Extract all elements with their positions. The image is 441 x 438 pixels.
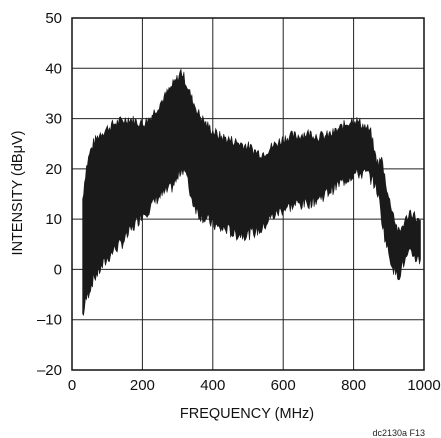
- x-tick-label: 1000: [407, 377, 440, 394]
- x-tick-label: 0: [68, 377, 76, 394]
- y-axis-title: INTENSITY (dBμV): [10, 131, 26, 256]
- y-axis-ticks: –20 –10 0 10 20 30 40 50: [37, 10, 62, 379]
- plot-frame: [71, 17, 425, 371]
- x-tick-label: 200: [130, 377, 155, 394]
- y-tick-label: 30: [45, 111, 62, 128]
- y-tick-label: 10: [45, 211, 62, 228]
- x-tick-label: 600: [271, 377, 296, 394]
- x-axis-title: FREQUENCY (MHz): [180, 406, 314, 422]
- y-tick-label: 50: [45, 10, 62, 27]
- y-tick-label: –10: [37, 312, 62, 329]
- plot-border: [71, 17, 425, 371]
- y-tick-label: 20: [45, 161, 62, 178]
- signal-envelope: [82, 68, 421, 316]
- figure-id: dc2130a F13: [372, 428, 425, 438]
- y-tick-label: 0: [54, 261, 62, 278]
- x-tick-label: 800: [341, 377, 366, 394]
- x-axis-ticks: 0 200 400 600 800 1000: [68, 377, 441, 394]
- x-tick-label: 400: [200, 377, 225, 394]
- y-tick-label: 40: [45, 60, 62, 77]
- plot-area: [82, 68, 421, 316]
- y-tick-label: –20: [37, 362, 62, 379]
